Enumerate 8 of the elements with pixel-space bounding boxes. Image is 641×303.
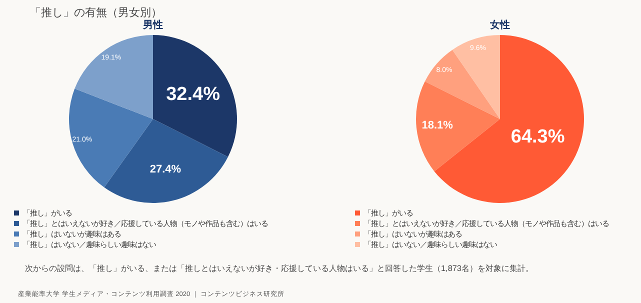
text: 次からの設問は、「推し」がいる、または「推しとはいえないが好き・応援している人物はいる」と回答した学生（1,873名）を対象に集計。 [25,264,534,273]
chart-title: 女性 [489,19,510,31]
data-label: 18.1% [422,120,454,132]
data-label: 32.4% [166,84,220,105]
chart-title: 「推し」の有無（男女別） [30,7,162,19]
chart-subtitle: 男性 [142,19,163,31]
data-label: 27.4% [150,164,182,176]
data-label: 64.3% [510,126,565,148]
